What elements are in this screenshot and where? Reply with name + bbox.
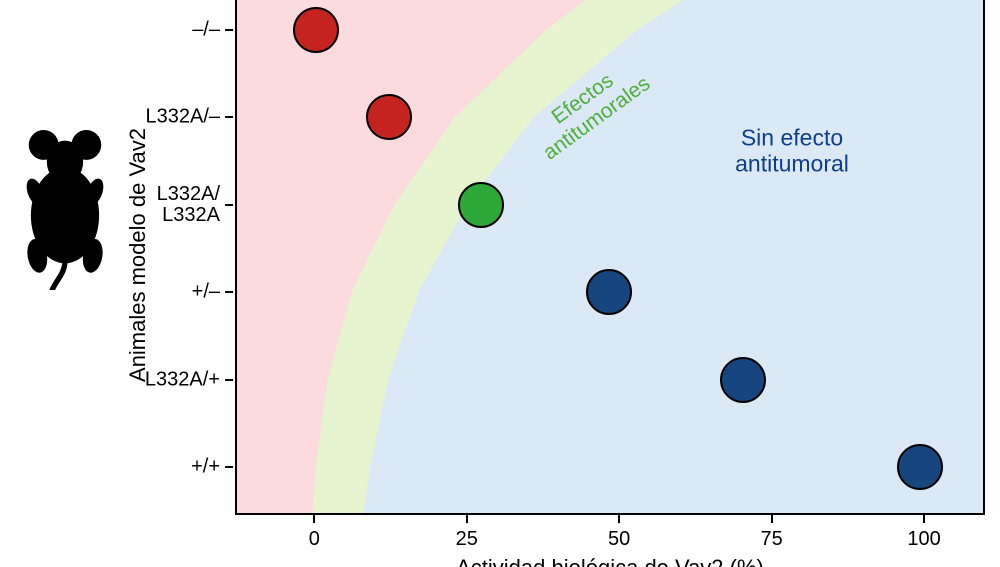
- y-tick-label: –/–: [192, 19, 220, 40]
- x-tick-label: 0: [309, 528, 320, 551]
- y-tick-label: L332A/+: [145, 369, 220, 390]
- point-l332a-minus: [366, 94, 412, 140]
- y-tick: [225, 116, 233, 118]
- region-label-blue: Sin efecto antitumoral: [735, 125, 849, 178]
- y-tick: [225, 204, 233, 206]
- x-tick-label: 100: [907, 528, 940, 551]
- x-axis-title: Actividad biológica de Vav2 (%): [456, 555, 764, 567]
- y-tick: [225, 379, 233, 381]
- x-tick-label: 25: [456, 528, 478, 551]
- point-plus-plus: [897, 444, 943, 490]
- x-tick: [771, 515, 773, 523]
- chart-plot-area: órganos sanosEfectos antitumoralesSin ef…: [235, 0, 985, 515]
- y-tick: [225, 29, 233, 31]
- y-tick: [225, 291, 233, 293]
- y-tick-label: +/+: [191, 456, 220, 477]
- point-plus-minus: [586, 269, 632, 315]
- y-tick-label: L332A/ L332A: [157, 184, 220, 226]
- mouse-icon: [0, 60, 130, 360]
- x-tick-label: 75: [760, 528, 782, 551]
- x-tick: [466, 515, 468, 523]
- point-l332a-l332a: [458, 182, 504, 228]
- x-tick: [313, 515, 315, 523]
- point-minus-minus: [293, 7, 339, 53]
- x-tick: [618, 515, 620, 523]
- x-tick: [923, 515, 925, 523]
- x-tick-label: 50: [608, 528, 630, 551]
- y-tick: [225, 466, 233, 468]
- y-axis-title: Animales modelo de Vav2: [125, 128, 151, 382]
- y-tick-label: +/–: [192, 282, 220, 303]
- y-tick-label: L332A/–: [145, 107, 220, 128]
- point-l332a-plus: [720, 357, 766, 403]
